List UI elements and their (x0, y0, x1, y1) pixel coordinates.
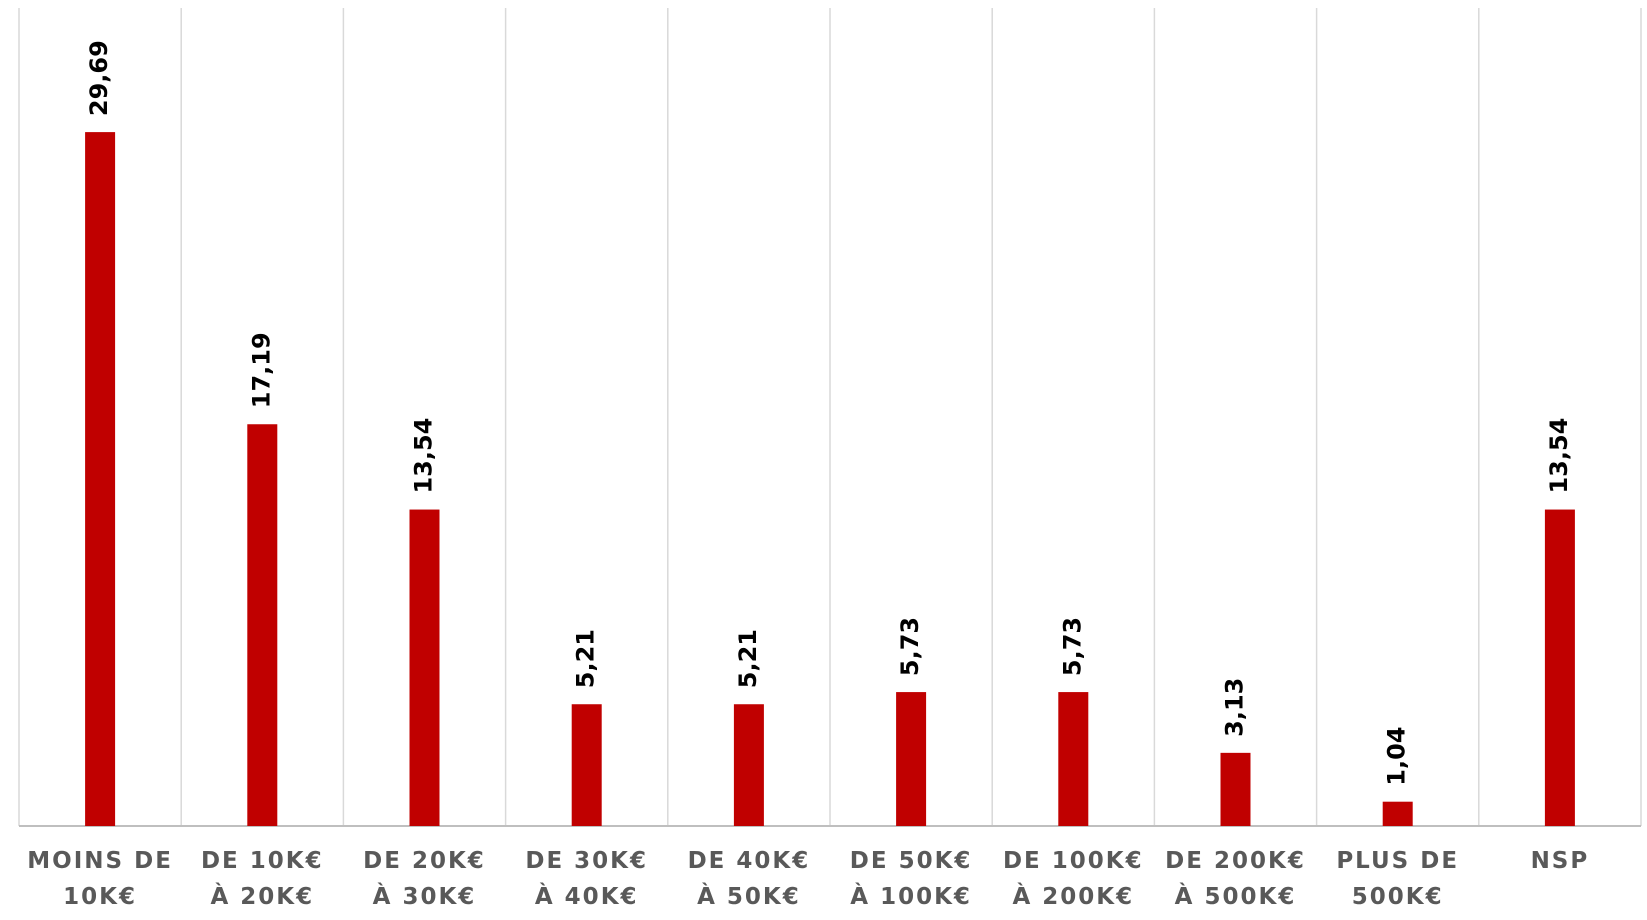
x-tick-label-line: DE 20K€ (363, 848, 486, 874)
x-tick-label-line: À 100K€ (850, 882, 972, 910)
x-tick-label-line: DE 50K€ (850, 848, 973, 874)
data-label: 13,54 (410, 418, 438, 494)
x-tick-label: DE 100K€ À 200K€ (1003, 848, 1144, 910)
data-label: 5,21 (572, 629, 600, 688)
x-tick-label: DE 40K€ À 50K€ (688, 848, 811, 910)
x-tick-label: DE 10K€ À 20K€ (201, 848, 324, 910)
bar (896, 692, 927, 826)
x-tick-label: DE 50K€ À 100K€ (850, 848, 973, 910)
x-tick-label: DE 200K€ À 500K€ (1165, 848, 1306, 910)
bar (409, 509, 440, 826)
x-tick-label-line: À 500K€ (1175, 882, 1297, 910)
x-tick-label: DE 30K€ À 40K€ (525, 848, 648, 910)
bar (571, 704, 602, 826)
bar (1220, 752, 1251, 826)
x-tick-label: PLUS DE 500K€ (1336, 848, 1459, 910)
data-label: 17,19 (247, 332, 275, 408)
x-tick-label-line: DE 10K€ (201, 848, 324, 874)
data-label: 3,13 (1221, 678, 1249, 737)
data-label: 1,04 (1383, 726, 1411, 785)
x-tick-label-line: DE 100K€ (1003, 848, 1144, 874)
x-tick-label-line: 10K€ (63, 884, 137, 910)
x-tick-label-line: DE 30K€ (525, 848, 648, 874)
x-tick-label-line: DE 200K€ (1165, 848, 1306, 874)
x-tick-label: NSP (1531, 848, 1590, 874)
data-label: 29,69 (85, 40, 113, 116)
x-tick-label: MOINS DE 10K€ (27, 848, 173, 910)
x-tick-label-line: À 40K€ (535, 882, 639, 910)
x-tick-label-line: DE 40K€ (688, 848, 811, 874)
data-label: 13,54 (1545, 418, 1573, 494)
bar (85, 132, 116, 826)
bar (1382, 801, 1413, 826)
x-tick-label-line: PLUS DE (1336, 848, 1459, 874)
bar (1544, 509, 1575, 826)
data-label: 5,21 (734, 629, 762, 688)
x-tick-label-line: MOINS DE (27, 848, 173, 874)
x-tick-label-line: À 200K€ (1012, 882, 1134, 910)
x-tick-label-line: À 30K€ (373, 882, 477, 910)
x-tick-label-line: NSP (1531, 848, 1590, 874)
data-label: 5,73 (1058, 617, 1086, 676)
x-tick-label-line: À 20K€ (210, 882, 314, 910)
bar (733, 704, 764, 826)
bar (1058, 692, 1089, 826)
x-tick-label-line: 500K€ (1352, 884, 1444, 910)
x-tick-label-line: À 50K€ (697, 882, 801, 910)
data-label: 5,73 (896, 617, 924, 676)
bar (247, 424, 278, 826)
x-tick-label: DE 20K€ À 30K€ (363, 848, 486, 910)
